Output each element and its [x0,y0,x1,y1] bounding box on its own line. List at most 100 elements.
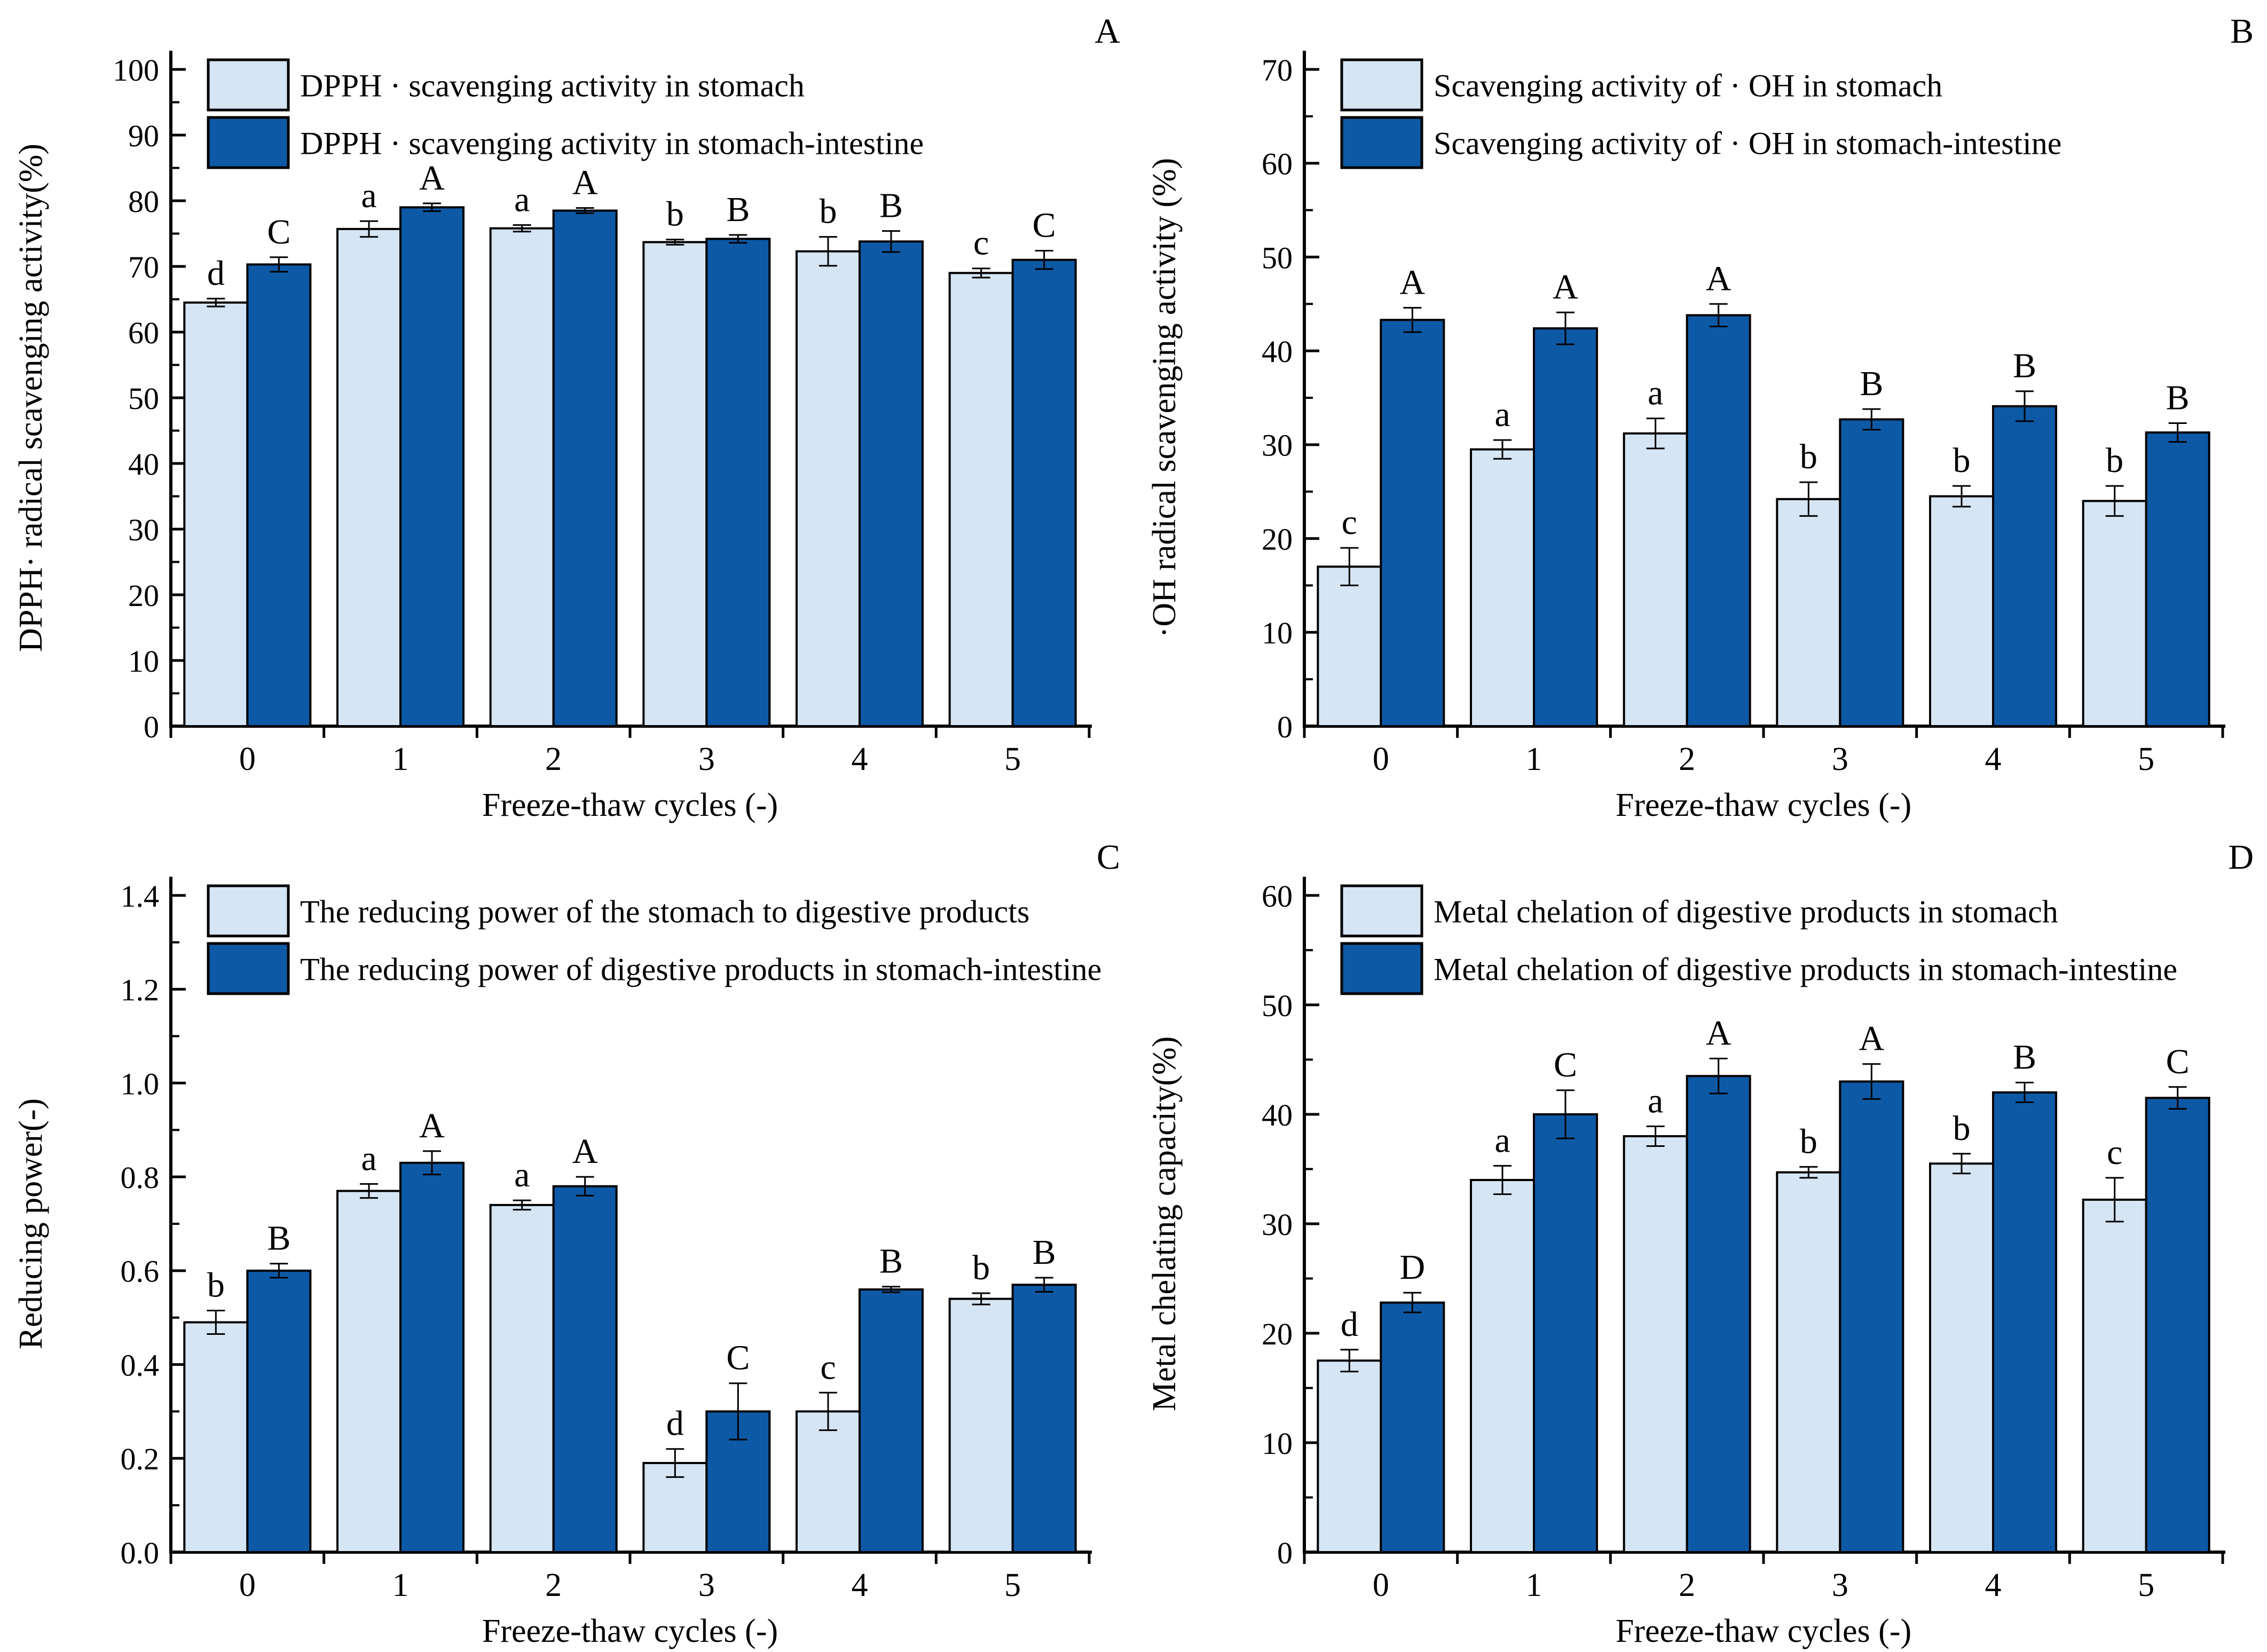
plot-area-c: 0.0 0.2 0.4 0.6 0.8 1.0 1.2 1.4 0 1 2 3 4 5 Freeze-tha… [13,877,1092,1649]
significance-letter: B [1033,1233,1056,1272]
y-tick-label: 40 [1262,1098,1293,1132]
bar-stomach-intestine-cycle-0 [246,263,312,727]
y-tick-label: 50 [1262,240,1293,275]
legend-d: Metal chelation of digestive products in… [1340,884,2177,995]
bar-stomach-intestine-cycle-5 [2145,1097,2210,1553]
x-tick-label: 2 [1679,1567,1695,1603]
bar-stomach-cycle-0 [183,1321,249,1553]
significance-letter: a [1494,395,1510,434]
x-tick-label: 1 [1526,741,1542,777]
legend-swatch-stomach-intestine [207,116,290,169]
y-tick-label: 30 [1262,1207,1293,1242]
significance-letter: B [267,1219,290,1258]
y-tick-label: 90 [128,119,159,153]
bar-stomach-cycle-1 [336,227,402,727]
significance-letter: b [1800,437,1817,476]
x-tick-label: 3 [698,1567,715,1603]
significance-letter: b [1800,1122,1817,1161]
y-tick-label: 70 [1262,53,1293,88]
bar-stomach-intestine-cycle-4 [859,240,924,727]
significance-letter: D [1399,1248,1425,1287]
significance-letter: A [1859,1019,1884,1058]
significance-letter: c [973,224,989,263]
y-tick-label: 0 [1277,1536,1293,1570]
legend-label-stomach: The reducing power of the stomach to dig… [300,894,1029,930]
legend-label-stomach-intestine: Metal chelation of digestive products in… [1434,952,2177,987]
significance-letter: B [726,190,750,229]
significance-letter: B [2013,347,2036,386]
x-tick-label: 0 [239,1567,256,1603]
y-tick-label: 0.0 [121,1536,160,1570]
chart-oh-scavenging: 0 10 20 30 40 50 60 70 0 1 2 3 4 5 Freeze-thaw cycles … [1146,12,2254,823]
significance-letter: A [1399,263,1425,302]
significance-letter: A [572,1132,598,1171]
y-tick-label: 20 [1262,1317,1293,1351]
significance-letter: A [419,1106,445,1145]
x-axis-title: Freeze-thaw cycles (-) [1616,787,1911,823]
x-tick-label: 5 [1004,1567,1021,1603]
legend-swatch-stomach [207,884,290,938]
bar-stomach-intestine-cycle-3 [1839,418,1904,727]
significance-letter: C [1554,1045,1577,1084]
y-tick-label: 40 [1262,334,1293,369]
panel-b: 0 10 20 30 40 50 60 70 0 1 2 3 4 5 Freeze-thaw cycles … [1134,0,2267,826]
y-tick-label: 60 [128,316,159,350]
x-tick-label: 2 [545,741,562,777]
y-tick-label: 1.0 [121,1066,160,1101]
bar-stomach-cycle-4 [1929,495,1994,727]
panel-c: 0.0 0.2 0.4 0.6 0.8 1.0 1.2 1.4 0 1 2 3 4 5 Freeze-tha… [0,826,1134,1652]
legend-label-stomach: Scavenging activity of · OH in stomach [1434,68,1942,104]
bar-stomach-cycle-3 [642,241,708,727]
x-tick-label: 1 [1526,1567,1542,1603]
x-tick-label: 5 [2138,741,2154,777]
y-tick-label: 30 [128,513,159,547]
x-tick-label: 0 [1373,741,1389,777]
chart-dpph-scavenging: 0 10 20 30 40 50 60 70 80 90 100 0 1 2 3 4 5 Freeze-thaw … [13,12,1120,823]
y-tick-label: 50 [1262,988,1293,1023]
bar-stomach-cycle-5 [948,272,1014,727]
significance-letter: b [1953,1109,1971,1148]
bar-stomach-cycle-4 [796,1410,861,1554]
significance-letter: B [1860,364,1883,403]
y-tick-label: 60 [1262,147,1293,182]
bar-stomach-cycle-1 [1470,448,1535,727]
x-tick-label: 4 [852,1567,868,1603]
x-tick-label: 1 [392,741,409,777]
bar-stomach-cycle-5 [2082,500,2147,727]
bar-stomach-intestine-cycle-2 [552,209,618,727]
significance-letter: C [267,213,290,251]
legend-label-stomach-intestine: The reducing power of digestive products… [300,952,1101,987]
y-axis-title: DPPH· radical scavenging activity(%) [13,144,49,652]
x-axis-title: Freeze-thaw cycles (-) [482,1613,778,1649]
bar-stomach-intestine-cycle-0 [246,1269,312,1553]
plot-area-d: 0 10 20 30 40 50 60 0 1 2 3 4 5 Freeze-thaw cycles (-… [1146,877,2225,1649]
legend-swatch-stomach-intestine [207,942,290,995]
x-tick-label: 0 [239,741,256,777]
bar-stomach-cycle-5 [948,1297,1014,1553]
y-tick-label: 0.6 [121,1254,160,1289]
y-tick-label: 50 [128,381,159,416]
bar-stomach-intestine-cycle-1 [399,1161,465,1553]
y-tick-label: 80 [128,184,159,219]
x-axis-title: Freeze-thaw cycles (-) [482,787,778,823]
x-tick-label: 4 [1985,1567,2002,1603]
x-tick-label: 5 [2138,1567,2154,1603]
y-tick-label: 0.2 [121,1442,160,1476]
legend-swatch-stomach-intestine [1340,116,1423,169]
significance-letter: b [207,1266,225,1305]
significance-letter: a [514,180,530,219]
bar-stomach-intestine-cycle-4 [1992,1091,2057,1553]
bar-stomach-cycle-5 [2082,1198,2147,1553]
significance-letter: A [1706,259,1731,298]
significance-letter: C [726,1339,750,1378]
bar-stomach-intestine-cycle-0 [1380,1301,1445,1553]
y-axis-title: Reducing power(-) [13,1098,49,1349]
bar-stomach-intestine-cycle-2 [1686,314,1751,727]
y-tick-label: 30 [1262,428,1293,463]
significance-letter: A [1553,268,1578,306]
significance-letter: C [1033,206,1056,245]
chart-metal-chelation: 0 10 20 30 40 50 60 0 1 2 3 4 5 Freeze-thaw cycles (-… [1146,838,2254,1649]
bar-stomach-intestine-cycle-2 [552,1185,618,1553]
bar-stomach-intestine-cycle-0 [1380,319,1445,727]
